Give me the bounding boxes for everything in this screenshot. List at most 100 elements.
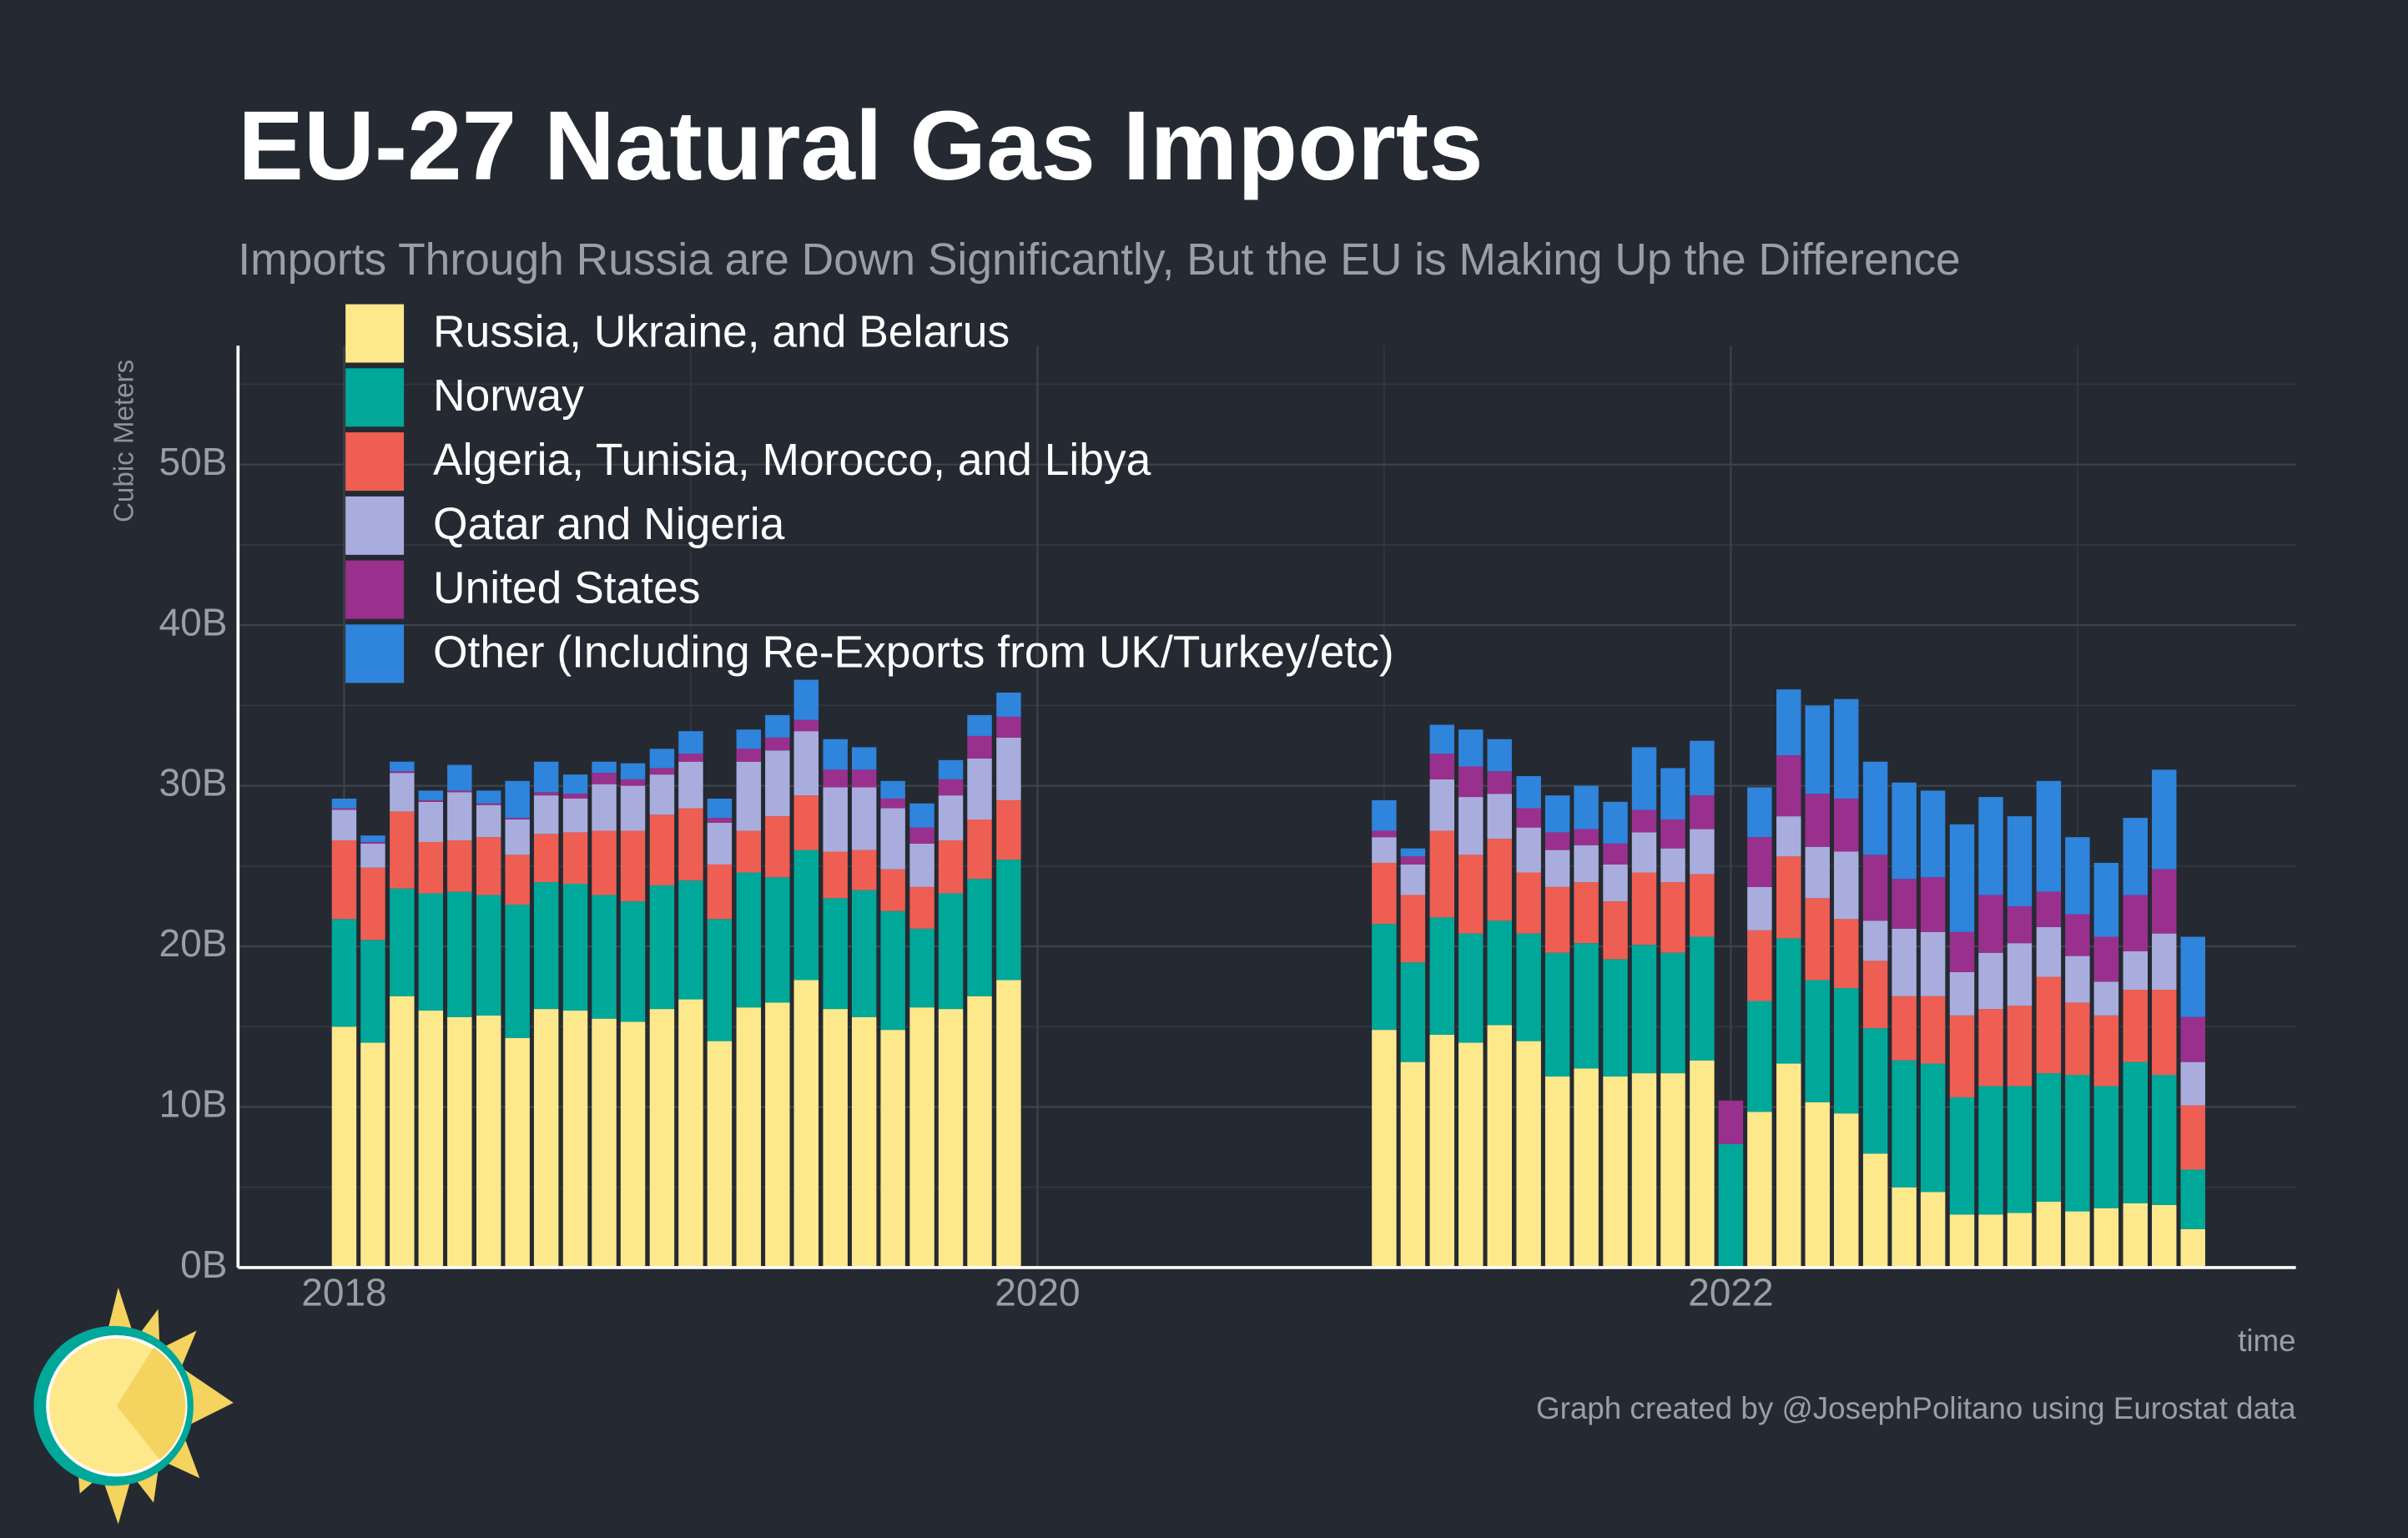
bar-segment bbox=[2065, 1075, 2090, 1212]
bar-segment bbox=[2007, 1213, 2033, 1268]
bar-segment bbox=[1487, 920, 1512, 1026]
caption: Graph created by @JosephPolitano using E… bbox=[1536, 1391, 2296, 1425]
bar-segment bbox=[1834, 919, 1859, 989]
bar-segment bbox=[2093, 936, 2119, 982]
bar-segment bbox=[1372, 837, 1397, 863]
bar-segment bbox=[1978, 1086, 2003, 1215]
bar-segment bbox=[967, 714, 992, 736]
bar-segment bbox=[1747, 930, 1772, 1001]
bar-segment bbox=[1892, 1060, 1917, 1188]
y-tick-label: 40B bbox=[159, 600, 228, 643]
bar-segment bbox=[1862, 961, 1888, 1029]
bar-segment bbox=[447, 840, 472, 892]
bar-segment bbox=[1834, 988, 1859, 1114]
bar-segment bbox=[1690, 874, 1715, 937]
bar-segment bbox=[592, 784, 617, 831]
bar-segment bbox=[2152, 1204, 2177, 1268]
bar-segment bbox=[476, 895, 501, 1016]
bar-segment bbox=[2180, 1016, 2205, 1062]
bar-segment bbox=[1949, 1015, 1975, 1097]
bar-segment bbox=[1400, 962, 1426, 1062]
bar-segment bbox=[1862, 1153, 1888, 1268]
bar-segment bbox=[1718, 1143, 1744, 1268]
bar-segment bbox=[1834, 1113, 1859, 1268]
bar-segment bbox=[1920, 790, 1946, 878]
bar-segment bbox=[1747, 787, 1772, 838]
bar-segment bbox=[2123, 818, 2148, 895]
bar-segment bbox=[592, 773, 617, 784]
bar-segment bbox=[1920, 877, 1946, 932]
bar-segment bbox=[562, 798, 588, 833]
axes: 0B 10B 20B 30B 40B 50B 2018 2020 2022 bbox=[159, 345, 2296, 1314]
bar-segment bbox=[2036, 1202, 2062, 1268]
bar-segment bbox=[1574, 882, 1599, 944]
bar-segment bbox=[2065, 837, 2090, 915]
bar-segment bbox=[1747, 837, 1772, 887]
bar-segment bbox=[562, 832, 588, 884]
bar-segment bbox=[2036, 780, 2062, 892]
bar-segment bbox=[996, 716, 1021, 738]
bar-segment bbox=[793, 679, 819, 720]
bar-segment bbox=[851, 850, 877, 890]
bar-segment bbox=[823, 769, 848, 788]
bar-segment bbox=[1429, 830, 1455, 918]
bar-segment bbox=[765, 737, 790, 751]
bar-segment bbox=[2036, 976, 2062, 1074]
bar-segment bbox=[1544, 832, 1570, 850]
bar-segment bbox=[707, 864, 733, 920]
bar-segment bbox=[678, 754, 703, 762]
bar-segment bbox=[1978, 797, 2003, 895]
bar-segment bbox=[967, 879, 992, 996]
bar-segment bbox=[620, 779, 646, 786]
bar-segment bbox=[1372, 862, 1397, 925]
bar-segment bbox=[476, 803, 501, 805]
bar-segment bbox=[390, 773, 415, 812]
bar-segment bbox=[2065, 1211, 2090, 1268]
bar-segment bbox=[707, 818, 733, 823]
legend-swatch bbox=[345, 304, 405, 363]
bar-segment bbox=[1603, 801, 1628, 844]
bar-segment bbox=[2180, 1228, 2205, 1268]
bar-segment bbox=[1949, 971, 1975, 1016]
bar-segment bbox=[1949, 1214, 1975, 1268]
bar-segment bbox=[1487, 1025, 1512, 1268]
bar-segment bbox=[707, 919, 733, 1041]
bar-segment bbox=[2123, 1061, 2148, 1203]
bar-segment bbox=[418, 893, 444, 1011]
bar-segment bbox=[765, 750, 790, 817]
bar-segment bbox=[736, 749, 762, 762]
bar-segment bbox=[880, 869, 905, 911]
bar-segment bbox=[2065, 956, 2090, 1003]
bar-segment bbox=[476, 837, 501, 895]
bar-segment bbox=[1660, 1073, 1685, 1268]
bar-segment bbox=[649, 814, 675, 885]
bar-segment bbox=[880, 1030, 905, 1268]
bar-segment bbox=[2123, 951, 2148, 991]
bar-segment bbox=[1776, 689, 1801, 756]
x-axis-label: time bbox=[2238, 1324, 2296, 1358]
bar-segment bbox=[592, 761, 617, 774]
bar-segment bbox=[1862, 920, 1888, 961]
sun-shade bbox=[116, 1347, 186, 1460]
bar-segment bbox=[1400, 895, 1426, 963]
bar-segment bbox=[2152, 1075, 2177, 1205]
bar-segment bbox=[1978, 1214, 2003, 1268]
bar-segment bbox=[1487, 771, 1512, 794]
bar-segment bbox=[331, 798, 357, 809]
bar-segment bbox=[909, 886, 934, 929]
bar-segment bbox=[1372, 830, 1397, 838]
bar-segment bbox=[851, 787, 877, 850]
bar-segment bbox=[996, 692, 1021, 717]
bar-segment bbox=[793, 980, 819, 1268]
bar-segment bbox=[592, 830, 617, 895]
bar-segment bbox=[331, 1026, 357, 1268]
bar-segment bbox=[736, 872, 762, 1008]
bar-segment bbox=[1603, 901, 1628, 960]
bar-segment bbox=[562, 774, 588, 794]
bar-segment bbox=[2036, 926, 2062, 977]
logo bbox=[33, 1287, 234, 1525]
bar-segment bbox=[1747, 1001, 1772, 1112]
bar-segment bbox=[2093, 981, 2119, 1016]
